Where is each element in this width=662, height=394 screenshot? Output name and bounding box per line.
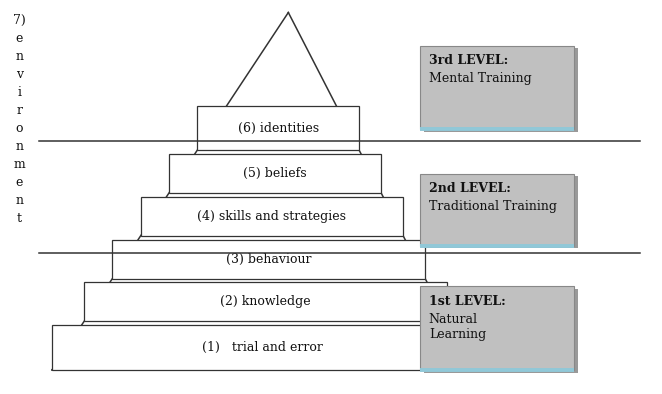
Text: (3) behaviour: (3) behaviour: [226, 253, 312, 266]
Text: (4) skills and strategies: (4) skills and strategies: [197, 210, 346, 223]
Bar: [424, 177, 579, 248]
Text: (5) beliefs: (5) beliefs: [243, 167, 307, 180]
Bar: [52, 325, 472, 370]
Text: Natural
Learning: Natural Learning: [429, 313, 486, 341]
Bar: [424, 289, 579, 373]
Bar: [113, 240, 425, 279]
Text: (1)   trial and error: (1) trial and error: [202, 341, 322, 354]
Text: Traditional Training: Traditional Training: [429, 200, 557, 213]
Text: (6) identities: (6) identities: [238, 122, 319, 135]
Text: 2nd LEVEL:: 2nd LEVEL:: [429, 182, 510, 195]
Bar: [169, 154, 381, 193]
Text: Mental Training: Mental Training: [429, 72, 532, 85]
Bar: [424, 48, 579, 132]
Bar: [420, 174, 574, 245]
Text: 3rd LEVEL:: 3rd LEVEL:: [429, 54, 508, 67]
Bar: [197, 106, 359, 151]
Bar: [420, 45, 574, 129]
Bar: [420, 286, 574, 370]
Text: 7)
e
n
v
i
r
o
n
m
e
n
t: 7) e n v i r o n m e n t: [13, 15, 26, 225]
Bar: [84, 282, 447, 321]
Text: (2) knowledge: (2) knowledge: [220, 296, 311, 309]
Text: 1st LEVEL:: 1st LEVEL:: [429, 295, 506, 308]
Bar: [140, 197, 403, 236]
